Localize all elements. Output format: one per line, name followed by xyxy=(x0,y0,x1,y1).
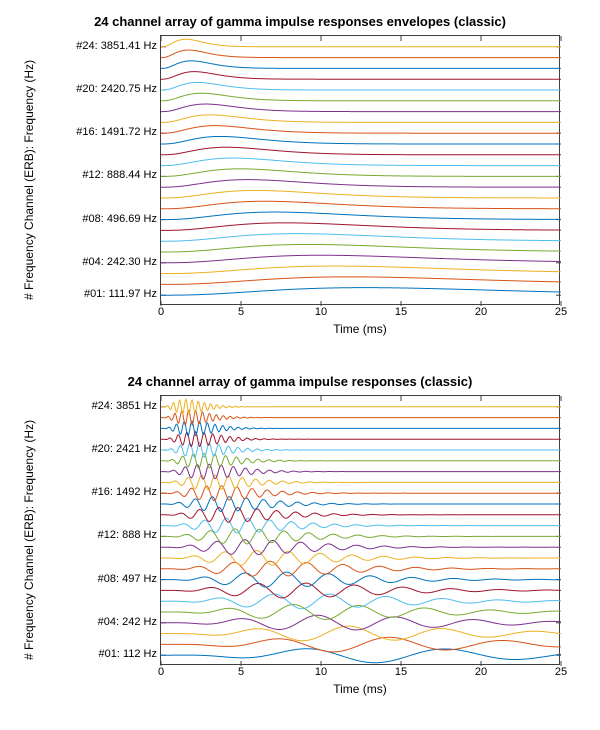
ytick-label: #24: 3851.41 Hz xyxy=(76,40,161,52)
envelope-trace-ch3 xyxy=(161,266,561,274)
impulse-trace-ch8 xyxy=(161,572,561,587)
envelope-trace-ch13 xyxy=(161,158,561,166)
ytick-label: #16: 1491.72 Hz xyxy=(76,126,161,138)
ytick-label: #20: 2421 Hz xyxy=(92,443,161,455)
envelope-trace-ch14 xyxy=(161,147,561,155)
bottom-ylabel: # Frequency Channel (ERB): Frequency (Hz… xyxy=(22,420,36,660)
envelope-trace-ch6 xyxy=(161,234,561,242)
xtick-label: 10 xyxy=(315,304,327,318)
impulse-trace-ch6 xyxy=(161,594,561,609)
impulse-trace-ch4 xyxy=(161,615,561,630)
xtick-label: 5 xyxy=(238,304,244,318)
envelope-trace-ch19 xyxy=(161,93,561,101)
impulse-trace-ch17 xyxy=(161,475,561,490)
impulse-trace-ch7 xyxy=(161,583,561,598)
envelope-trace-ch17 xyxy=(161,115,561,123)
xtick-label: 20 xyxy=(475,664,487,678)
impulse-trace-ch20 xyxy=(161,442,561,457)
envelope-plot-svg xyxy=(161,36,561,306)
envelope-trace-ch4 xyxy=(161,255,561,263)
ytick-label: #04: 242 Hz xyxy=(98,616,161,628)
top-title: 24 channel array of gamma impulse respon… xyxy=(0,14,600,29)
envelope-trace-ch16 xyxy=(161,126,561,134)
envelope-trace-ch12 xyxy=(161,169,561,177)
ytick-label: #08: 496.69 Hz xyxy=(82,213,161,225)
xtick-label: 25 xyxy=(555,304,567,318)
figure: 24 channel array of gamma impulse respon… xyxy=(0,0,600,730)
impulse-trace-ch12 xyxy=(161,529,561,544)
top-plot-area: 0510152025#01: 111.97 Hz#04: 242.30 Hz#0… xyxy=(160,35,560,305)
ytick-label: #24: 3851 Hz xyxy=(92,400,161,412)
envelope-trace-ch21 xyxy=(161,72,561,80)
xtick-label: 10 xyxy=(315,664,327,678)
bottom-title: 24 channel array of gamma impulse respon… xyxy=(0,374,600,389)
ytick-label: #12: 888.44 Hz xyxy=(82,169,161,181)
xtick-label: 0 xyxy=(158,664,164,678)
envelope-trace-ch1 xyxy=(161,288,561,296)
impulse-trace-ch9 xyxy=(161,561,561,576)
xtick-label: 20 xyxy=(475,304,487,318)
ytick-label: #01: 112 Hz xyxy=(98,648,161,660)
impulse-trace-ch23 xyxy=(161,411,561,425)
xtick-label: 5 xyxy=(238,664,244,678)
ytick-label: #04: 242.30 Hz xyxy=(82,256,161,268)
envelope-trace-ch18 xyxy=(161,104,561,112)
impulse-trace-ch19 xyxy=(161,453,561,468)
bottom-plot-area: 0510152025#01: 112 Hz#04: 242 Hz#08: 497… xyxy=(160,395,560,665)
impulse-trace-ch14 xyxy=(161,507,561,522)
impulse-trace-ch2 xyxy=(161,637,561,652)
impulse-trace-ch22 xyxy=(161,421,561,435)
envelope-trace-ch9 xyxy=(161,201,561,209)
ytick-label: #12: 888 Hz xyxy=(98,529,161,541)
impulse-trace-ch1 xyxy=(161,649,561,663)
envelope-trace-ch5 xyxy=(161,244,561,252)
envelope-trace-ch20 xyxy=(161,82,561,90)
impulse-trace-ch13 xyxy=(161,518,561,533)
ytick-label: #01: 111.97 Hz xyxy=(84,288,161,300)
impulse-trace-ch3 xyxy=(161,626,561,641)
envelope-trace-ch7 xyxy=(161,223,561,231)
envelope-trace-ch23 xyxy=(161,50,561,58)
envelope-trace-ch11 xyxy=(161,180,561,188)
envelope-trace-ch15 xyxy=(161,136,561,144)
ytick-label: #16: 1492 Hz xyxy=(92,486,161,498)
bottom-xlabel: Time (ms) xyxy=(160,682,560,696)
ytick-label: #20: 2420.75 Hz xyxy=(76,83,161,95)
xtick-label: 25 xyxy=(555,664,567,678)
envelope-trace-ch10 xyxy=(161,190,561,198)
bottom-panel: 24 channel array of gamma impulse respon… xyxy=(0,360,600,730)
top-panel: 24 channel array of gamma impulse respon… xyxy=(0,0,600,365)
ytick-label: #08: 497 Hz xyxy=(98,573,161,585)
impulse-trace-ch10 xyxy=(161,550,561,565)
impulse-plot-svg xyxy=(161,396,561,666)
top-ylabel: # Frequency Channel (ERB): Frequency (Hz… xyxy=(22,60,36,300)
envelope-trace-ch24 xyxy=(161,39,561,47)
envelope-trace-ch22 xyxy=(161,61,561,69)
xtick-label: 15 xyxy=(395,664,407,678)
xtick-label: 15 xyxy=(395,304,407,318)
top-xlabel: Time (ms) xyxy=(160,322,560,336)
impulse-trace-ch24 xyxy=(161,399,561,414)
envelope-trace-ch8 xyxy=(161,212,561,220)
envelope-trace-ch2 xyxy=(161,277,561,285)
xtick-label: 0 xyxy=(158,304,164,318)
impulse-trace-ch11 xyxy=(161,540,561,555)
impulse-trace-ch21 xyxy=(161,432,561,447)
